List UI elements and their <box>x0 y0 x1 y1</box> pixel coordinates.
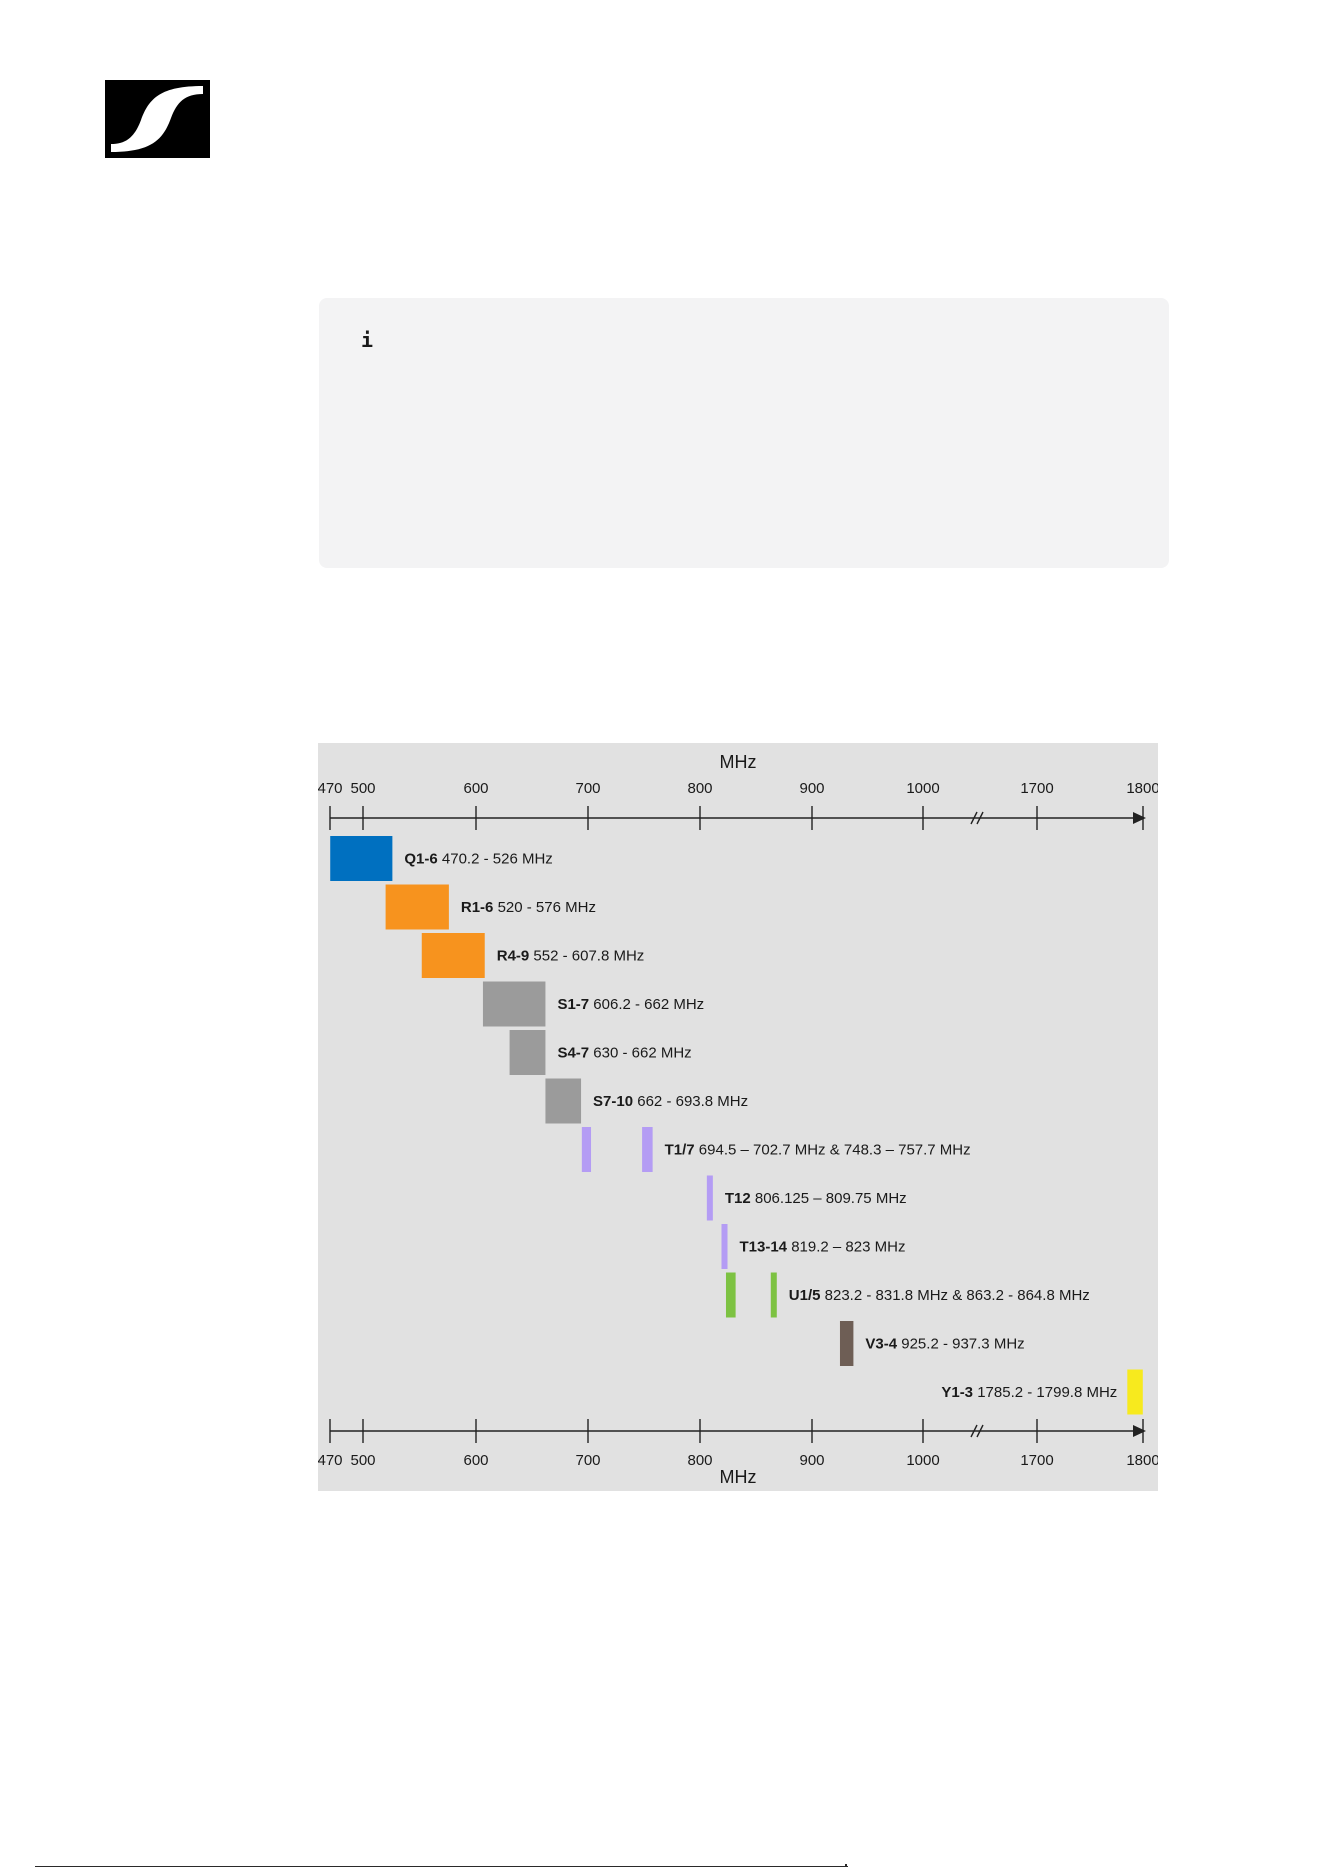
band-range: 662 - 693.8 MHz <box>637 1093 748 1110</box>
band-bar <box>421 933 485 978</box>
band-range: 694.5 – 702.7 MHz & 748.3 – 757.7 MHz <box>699 1142 971 1159</box>
band-range: 470.2 - 526 MHz <box>442 851 553 868</box>
band-code: S4-7 <box>557 1045 593 1062</box>
band-range: 630 - 662 MHz <box>593 1045 691 1062</box>
info-note-box: i <box>319 298 1169 568</box>
band-label: V3-4 925.2 - 937.3 MHz <box>865 1336 1024 1353</box>
band-label: S4-7 630 - 662 MHz <box>557 1045 691 1062</box>
sennheiser-logo-icon <box>105 80 210 158</box>
tick-label-top: 800 <box>687 780 712 797</box>
tick-label-bottom: 500 <box>350 1452 375 1469</box>
band-range: 823.2 - 831.8 MHz & 863.2 - 864.8 MHz <box>825 1287 1090 1304</box>
frequency-chart: MHz MHz 470 500 600 700 800 900 1000 1700 1800 47… <box>318 743 1158 1491</box>
axis-arrow-icon <box>1133 1425 1146 1437</box>
band-label: Q1-6 470.2 - 526 MHz <box>404 851 552 868</box>
band-bar <box>545 1078 582 1124</box>
band-label: S7-10 662 - 693.8 MHz <box>593 1093 748 1110</box>
axis-break-mark-top <box>976 811 984 825</box>
band-bar <box>839 1321 854 1366</box>
band-bar <box>706 1175 713 1221</box>
band-code: Y1-3 <box>941 1384 977 1401</box>
axis-break-mark-bottom <box>970 1424 978 1438</box>
band-bar <box>482 981 546 1027</box>
tick-label-bottom: 1000 <box>906 1452 939 1469</box>
tick-label-bottom: 1800 <box>1126 1452 1158 1469</box>
tick-label-bottom: 900 <box>799 1452 824 1469</box>
band-range: 520 - 576 MHz <box>498 899 596 916</box>
tick-label-top: 1700 <box>1020 780 1053 797</box>
tick-label-top: 900 <box>799 780 824 797</box>
tick-label-top: 470 <box>318 780 343 797</box>
band-code: T1/7 <box>665 1142 699 1159</box>
band-range: 819.2 – 823 MHz <box>791 1239 905 1256</box>
band-bar <box>385 884 449 930</box>
axis-break-mark-bottom <box>976 1424 984 1438</box>
tick-label-top: 600 <box>463 780 488 797</box>
tick-label-top: 1800 <box>1126 780 1158 797</box>
band-code: S1-7 <box>557 996 593 1013</box>
band-range: 806.125 – 809.75 MHz <box>755 1190 907 1207</box>
chart-background <box>318 743 1158 1491</box>
bands-group: Q1-6 470.2 - 526 MHz R1-6 520 - 576 MHz R4… <box>330 836 1143 1415</box>
axis-title-top: MHz <box>720 752 757 772</box>
axes-group: 470 500 600 700 800 900 1000 1700 1800 470 500 600 7… <box>318 780 1158 1469</box>
band-label: R4-9 552 - 607.8 MHz <box>497 948 645 965</box>
band-code: V3-4 <box>865 1336 901 1353</box>
band-range: 606.2 - 662 MHz <box>593 996 704 1013</box>
band-range: 552 - 607.8 MHz <box>533 948 644 965</box>
band-bar <box>581 1127 592 1172</box>
axis-break-mark-top <box>970 811 978 825</box>
band-code: T13-14 <box>740 1239 792 1256</box>
band-bar <box>509 1030 546 1075</box>
tick-label-top: 700 <box>575 780 600 797</box>
tick-label-bottom: 800 <box>687 1452 712 1469</box>
band-code: T12 <box>725 1190 755 1207</box>
tick-label-top: 500 <box>350 780 375 797</box>
band-label: R1-6 520 - 576 MHz <box>461 899 596 916</box>
band-code: Q1-6 <box>404 851 442 868</box>
band-range: 1785.2 - 1799.8 MHz <box>977 1384 1117 1401</box>
band-label: T1/7 694.5 – 702.7 MHz & 748.3 – 757.7 M… <box>665 1142 971 1159</box>
band-bar <box>330 836 393 881</box>
axis-title-bottom: MHz <box>720 1467 757 1487</box>
band-label: U1/5 823.2 - 831.8 MHz & 863.2 - 864.8 M… <box>789 1287 1090 1304</box>
tick-label-bottom: 1700 <box>1020 1452 1053 1469</box>
band-code: R4-9 <box>497 948 534 965</box>
tick-label-bottom: 600 <box>463 1452 488 1469</box>
band-label: S1-7 606.2 - 662 MHz <box>557 996 704 1013</box>
band-code: R1-6 <box>461 899 498 916</box>
axis-arrow-icon <box>1133 812 1146 824</box>
footer-dot <box>845 1864 847 1866</box>
band-code: S7-10 <box>593 1093 637 1110</box>
band-bar <box>770 1272 777 1318</box>
band-bar <box>642 1127 653 1172</box>
footer-rule <box>35 1866 848 1867</box>
band-label: Y1-3 1785.2 - 1799.8 MHz <box>941 1384 1117 1401</box>
band-label: T13-14 819.2 – 823 MHz <box>740 1239 906 1256</box>
band-label: T12 806.125 – 809.75 MHz <box>725 1190 907 1207</box>
band-code: U1/5 <box>789 1287 825 1304</box>
tick-label-bottom: 700 <box>575 1452 600 1469</box>
tick-label-bottom: 470 <box>318 1452 343 1469</box>
band-bar <box>725 1272 736 1318</box>
tick-label-top: 1000 <box>906 780 939 797</box>
band-bar <box>721 1224 728 1269</box>
frequency-chart-svg: MHz MHz 470 500 600 700 800 900 1000 1700 180047… <box>318 743 1158 1491</box>
band-bar <box>1127 1369 1143 1415</box>
band-range: 925.2 - 937.3 MHz <box>901 1336 1024 1353</box>
info-icon: i <box>361 328 374 352</box>
